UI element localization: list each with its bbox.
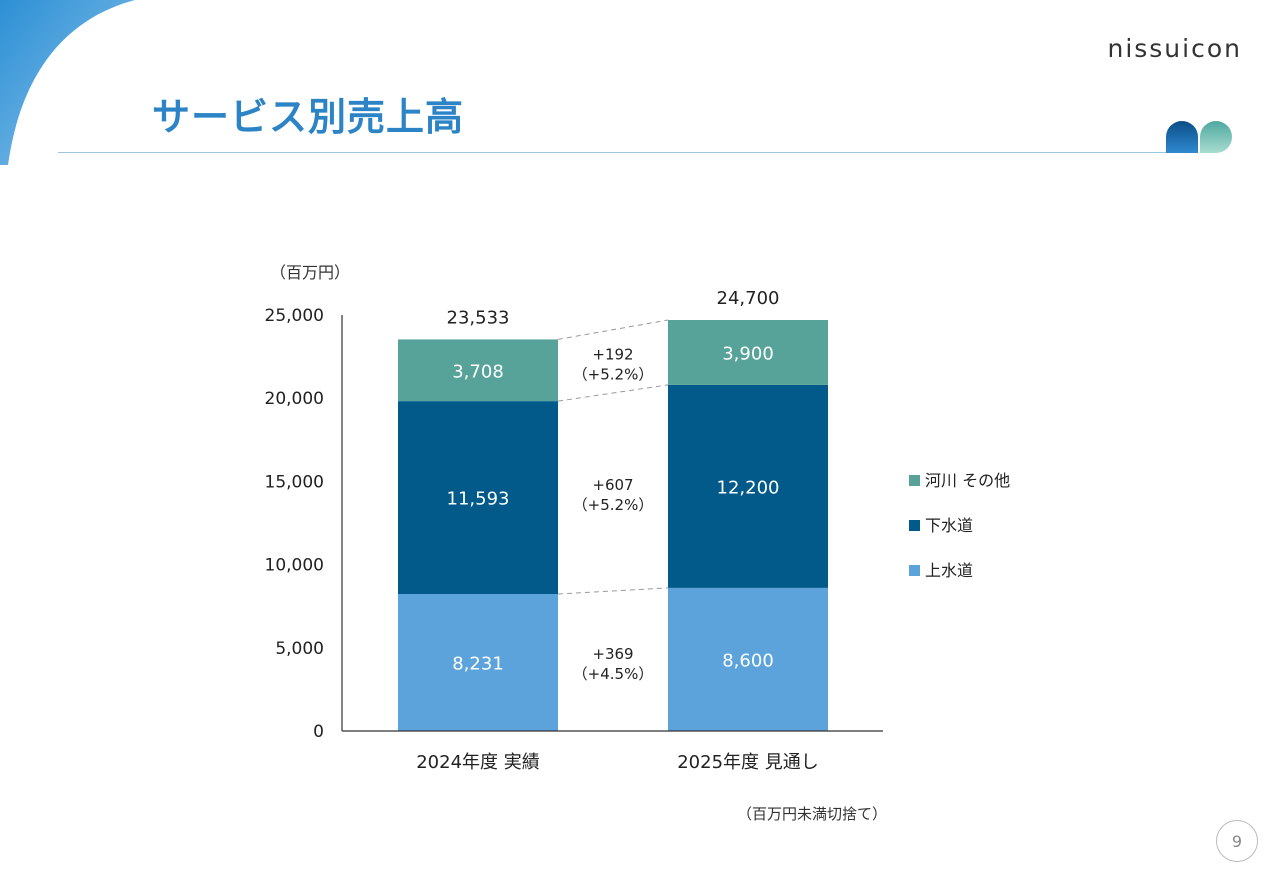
y-tick-label: 5,000 <box>275 639 324 659</box>
legend-swatch <box>909 520 920 531</box>
bar-value-label: 11,593 <box>447 489 510 510</box>
page-title: サービス別売上高 <box>152 94 465 139</box>
change-percent: （+4.5%） <box>573 665 654 683</box>
y-tick-label: 10,000 <box>265 556 324 576</box>
bar-value-label: 3,900 <box>722 343 774 364</box>
brand-mark-icon <box>1166 120 1232 154</box>
legend-swatch <box>909 475 920 486</box>
bar-segment <box>398 401 558 595</box>
bar-total-label: 23,533 <box>447 307 510 328</box>
legend-swatch <box>909 565 920 576</box>
title-divider <box>58 152 1170 153</box>
decorative-corner-arc <box>0 0 200 180</box>
bar-segment <box>668 384 828 588</box>
bar-segment <box>398 339 558 402</box>
y-unit-label: （百万円） <box>270 263 350 282</box>
bar-total-label: 24,700 <box>717 288 780 309</box>
legend-label: 河川 その他 <box>925 471 1010 490</box>
bar-segment <box>668 587 828 731</box>
bar-segment <box>668 319 828 385</box>
x-category-label: 2024年度 実績 <box>416 752 540 773</box>
change-delta: +192 <box>592 345 633 363</box>
bar-value-label: 3,708 <box>452 361 504 382</box>
dashed-connector <box>557 587 669 595</box>
legend-label: 下水道 <box>925 516 973 535</box>
legend-label: 上水道 <box>925 561 973 580</box>
change-delta: +607 <box>592 476 633 494</box>
footnote-truncation: （百万円未満切捨て） <box>737 805 888 823</box>
change-percent: （+5.2%） <box>573 365 654 383</box>
dashed-connector <box>557 384 669 402</box>
change-delta: +369 <box>592 645 633 663</box>
page-number: 9 <box>1216 820 1258 862</box>
bar-value-label: 8,600 <box>722 650 774 671</box>
bar-segment <box>398 594 558 731</box>
y-tick-label: 25,000 <box>265 306 324 326</box>
bar-value-label: 8,231 <box>452 654 504 675</box>
y-tick-label: 0 <box>313 722 324 742</box>
bar-value-label: 12,200 <box>717 477 780 498</box>
dashed-connector <box>557 319 669 340</box>
y-tick-label: 20,000 <box>265 389 324 409</box>
company-logo: nissuicon <box>1107 34 1242 63</box>
y-tick-label: 15,000 <box>265 472 324 492</box>
change-percent: （+5.2%） <box>573 496 654 514</box>
x-category-label: 2025年度 見通し <box>677 752 819 773</box>
